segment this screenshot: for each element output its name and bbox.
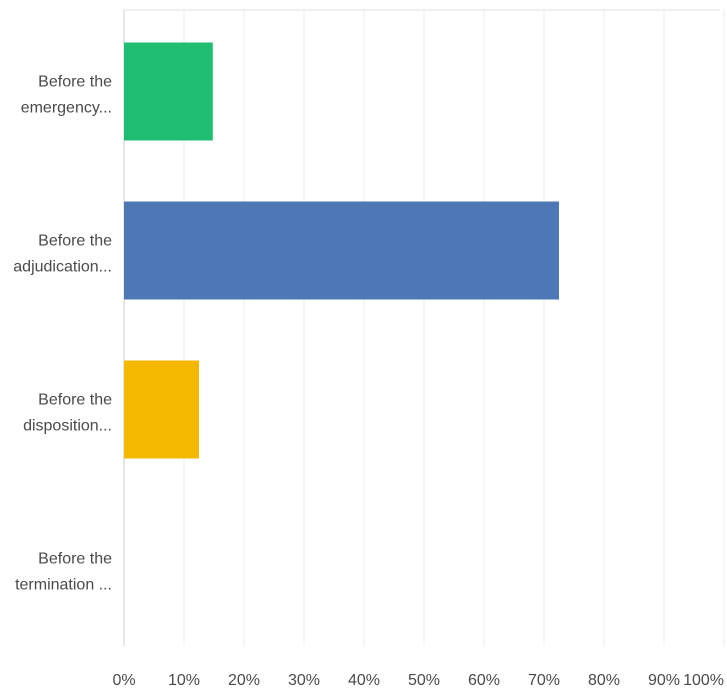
x-tick-label: 10% bbox=[168, 672, 200, 689]
x-tick-label: 80% bbox=[588, 672, 620, 689]
category-labels: Before the emergency... Before the adjudica… bbox=[13, 74, 112, 594]
x-tick-label: 30% bbox=[288, 672, 320, 689]
bar[interactable] bbox=[124, 201, 559, 300]
category-label: Before the disposition... bbox=[23, 392, 112, 435]
x-tick-label: 20% bbox=[228, 672, 260, 689]
category-label: Before the adjudication... bbox=[13, 233, 112, 276]
category-label: Before the emergency... bbox=[21, 74, 112, 117]
x-tick-label: 70% bbox=[528, 672, 560, 689]
x-tick-label: 90% bbox=[648, 672, 680, 689]
bar[interactable] bbox=[124, 360, 199, 459]
x-tick-label: 100% bbox=[683, 672, 724, 689]
bars bbox=[124, 42, 559, 459]
x-tick-labels: 0% 10% 20% 30% 40% 50% 60% 70% 80% 90% 100% bbox=[112, 672, 724, 689]
x-tick-label: 40% bbox=[348, 672, 380, 689]
x-tick-label: 60% bbox=[468, 672, 500, 689]
grid-lines bbox=[183, 10, 725, 646]
category-label: Before the termination ... bbox=[15, 551, 112, 594]
bar[interactable] bbox=[124, 42, 213, 141]
x-tick-label: 50% bbox=[408, 672, 440, 689]
x-tick-label: 0% bbox=[112, 672, 135, 689]
